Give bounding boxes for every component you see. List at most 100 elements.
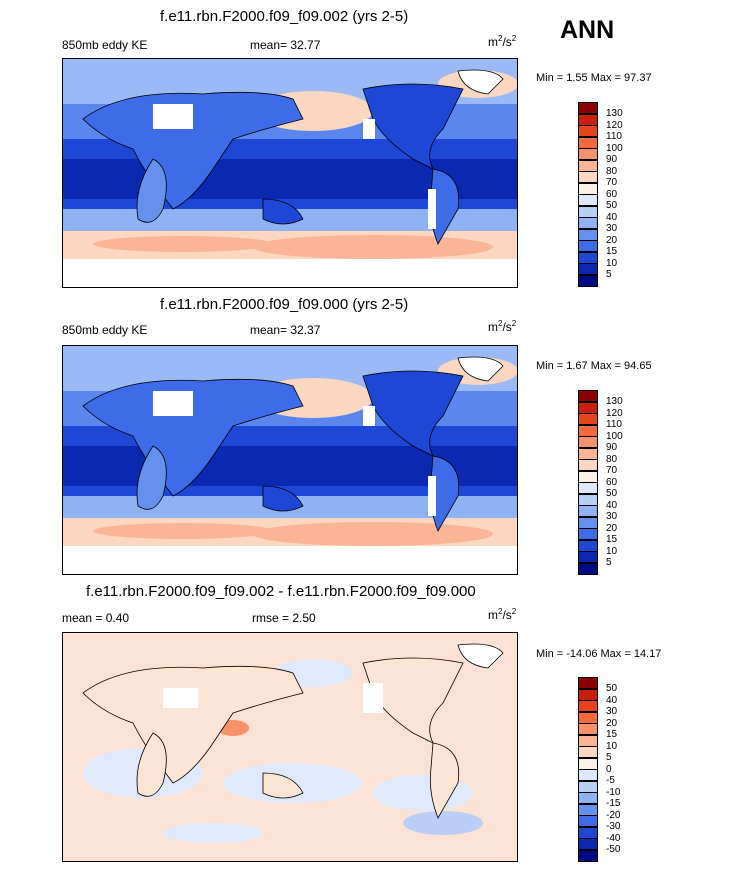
panel2-map — [62, 345, 518, 575]
colorbar-swatch — [578, 780, 598, 793]
season-label: ANN — [560, 16, 615, 44]
colorbar-label: 5 — [606, 269, 612, 280]
colorbar-label: 30 — [606, 223, 618, 234]
colorbar-label: 40 — [606, 211, 618, 223]
colorbar-label: 30 — [606, 511, 618, 522]
colorbar-swatch — [578, 815, 598, 827]
colorbar-swatch — [578, 769, 598, 781]
colorbar-label: 70 — [606, 465, 618, 476]
colorbar-label: 0 — [606, 763, 612, 775]
colorbar-label: -50 — [606, 844, 621, 855]
colorbar-label: 100 — [606, 430, 623, 442]
colorbar-swatch — [578, 217, 598, 229]
colorbar-label: 120 — [606, 119, 623, 131]
panel2-title: f.e11.rbn.F2000.f09_f09.000 (yrs 2-5) — [160, 296, 409, 313]
colorbar-swatch — [578, 551, 598, 563]
colorbar-swatch — [578, 849, 598, 862]
colorbar-swatch — [578, 677, 598, 689]
panel1-mean-label: mean= 32.77 — [250, 38, 321, 52]
colorbar-label: 15 — [606, 246, 618, 257]
colorbar-label: -10 — [606, 786, 621, 798]
colorbar-swatch — [578, 711, 598, 724]
panel1-title: f.e11.rbn.F2000.f09_f09.002 (yrs 2-5) — [160, 8, 409, 25]
colorbar-label: -20 — [606, 809, 621, 821]
colorbar-swatch — [578, 482, 598, 494]
colorbar-swatch — [578, 493, 598, 506]
colorbar-label: 40 — [606, 694, 618, 706]
colorbar-label: 20 — [606, 717, 618, 729]
colorbar-swatch — [578, 194, 598, 206]
colorbar-label: 50 — [606, 488, 618, 499]
colorbar-swatch — [578, 413, 598, 425]
colorbar-label: -30 — [606, 821, 621, 832]
colorbar-swatch — [578, 113, 598, 126]
colorbar-swatch — [578, 263, 598, 275]
colorbar-swatch — [578, 516, 598, 529]
panel1-units: m2/s2 — [488, 34, 517, 49]
panel1-map — [62, 58, 518, 288]
colorbar-swatch — [578, 470, 598, 483]
panel1-field-label: 850mb eddy KE — [62, 38, 148, 52]
colorbar-swatch — [578, 102, 598, 114]
colorbar-swatch — [578, 826, 598, 839]
colorbar-label: 80 — [606, 453, 618, 465]
colorbar-label: 60 — [606, 476, 618, 488]
colorbar-label: 10 — [606, 740, 618, 752]
colorbar-label: 20 — [606, 522, 618, 534]
colorbar-swatch — [578, 171, 598, 183]
panel3-mean-label: mean = 0.40 — [62, 611, 130, 625]
colorbar-label: -40 — [606, 832, 621, 844]
colorbar-label: 40 — [606, 499, 618, 511]
colorbar-label: 100 — [606, 142, 623, 154]
colorbar-swatch — [578, 838, 598, 850]
colorbar-label: 10 — [606, 545, 618, 557]
colorbar-label: -5 — [606, 775, 615, 786]
colorbar-label: 80 — [606, 165, 618, 177]
colorbar-swatch — [578, 792, 598, 804]
colorbar-swatch — [578, 274, 598, 287]
panel3-units: m2/s2 — [488, 607, 517, 622]
colorbar-swatch — [578, 424, 598, 437]
colorbar-label: 90 — [606, 154, 618, 165]
colorbar-swatch — [578, 528, 598, 540]
colorbar-swatch — [578, 723, 598, 735]
colorbar-swatch — [578, 159, 598, 172]
colorbar-label: -15 — [606, 798, 621, 809]
colorbar-swatch — [578, 148, 598, 160]
colorbar-swatch — [578, 125, 598, 137]
colorbar-label: 30 — [606, 706, 618, 717]
colorbar-swatch — [578, 436, 598, 448]
panel2-units: m2/s2 — [488, 319, 517, 334]
colorbar-swatch — [578, 539, 598, 552]
colorbar-label: 110 — [606, 131, 622, 142]
colorbar-label: 60 — [606, 188, 618, 200]
colorbar-swatch — [578, 240, 598, 252]
colorbar-label: 20 — [606, 234, 618, 246]
colorbar-swatch — [578, 182, 598, 195]
colorbar-label: 70 — [606, 177, 618, 188]
panel2-field-label: 850mb eddy KE — [62, 323, 148, 337]
colorbar-label: 130 — [606, 108, 623, 119]
panel3-rmse-label: rmse = 2.50 — [252, 611, 316, 625]
colorbar-swatch — [578, 688, 598, 701]
colorbar-label: 110 — [606, 419, 622, 430]
colorbar-swatch — [578, 459, 598, 471]
colorbar-swatch — [578, 447, 598, 460]
panel1-minmax: Min = 1.55 Max = 97.37 — [536, 72, 652, 84]
colorbar-swatch — [578, 803, 598, 816]
colorbar-swatch — [578, 505, 598, 517]
colorbar-label: 15 — [606, 534, 618, 545]
panel3-minmax: Min = -14.06 Max = 14.17 — [536, 648, 662, 660]
panel3-map — [62, 632, 518, 862]
colorbar-swatch — [578, 228, 598, 241]
colorbar-label: 50 — [606, 683, 618, 694]
colorbar-swatch — [578, 136, 598, 149]
colorbar-label: 120 — [606, 407, 623, 419]
colorbar-swatch — [578, 401, 598, 414]
panel3-title: f.e11.rbn.F2000.f09_f09.002 - f.e11.rbn.… — [86, 583, 476, 600]
colorbar-swatch — [578, 700, 598, 712]
panel2-minmax: Min = 1.67 Max = 94.65 — [536, 360, 652, 372]
colorbar-label: 10 — [606, 257, 618, 269]
panel2-mean-label: mean= 32.37 — [250, 323, 321, 337]
colorbar-label: 130 — [606, 396, 623, 407]
